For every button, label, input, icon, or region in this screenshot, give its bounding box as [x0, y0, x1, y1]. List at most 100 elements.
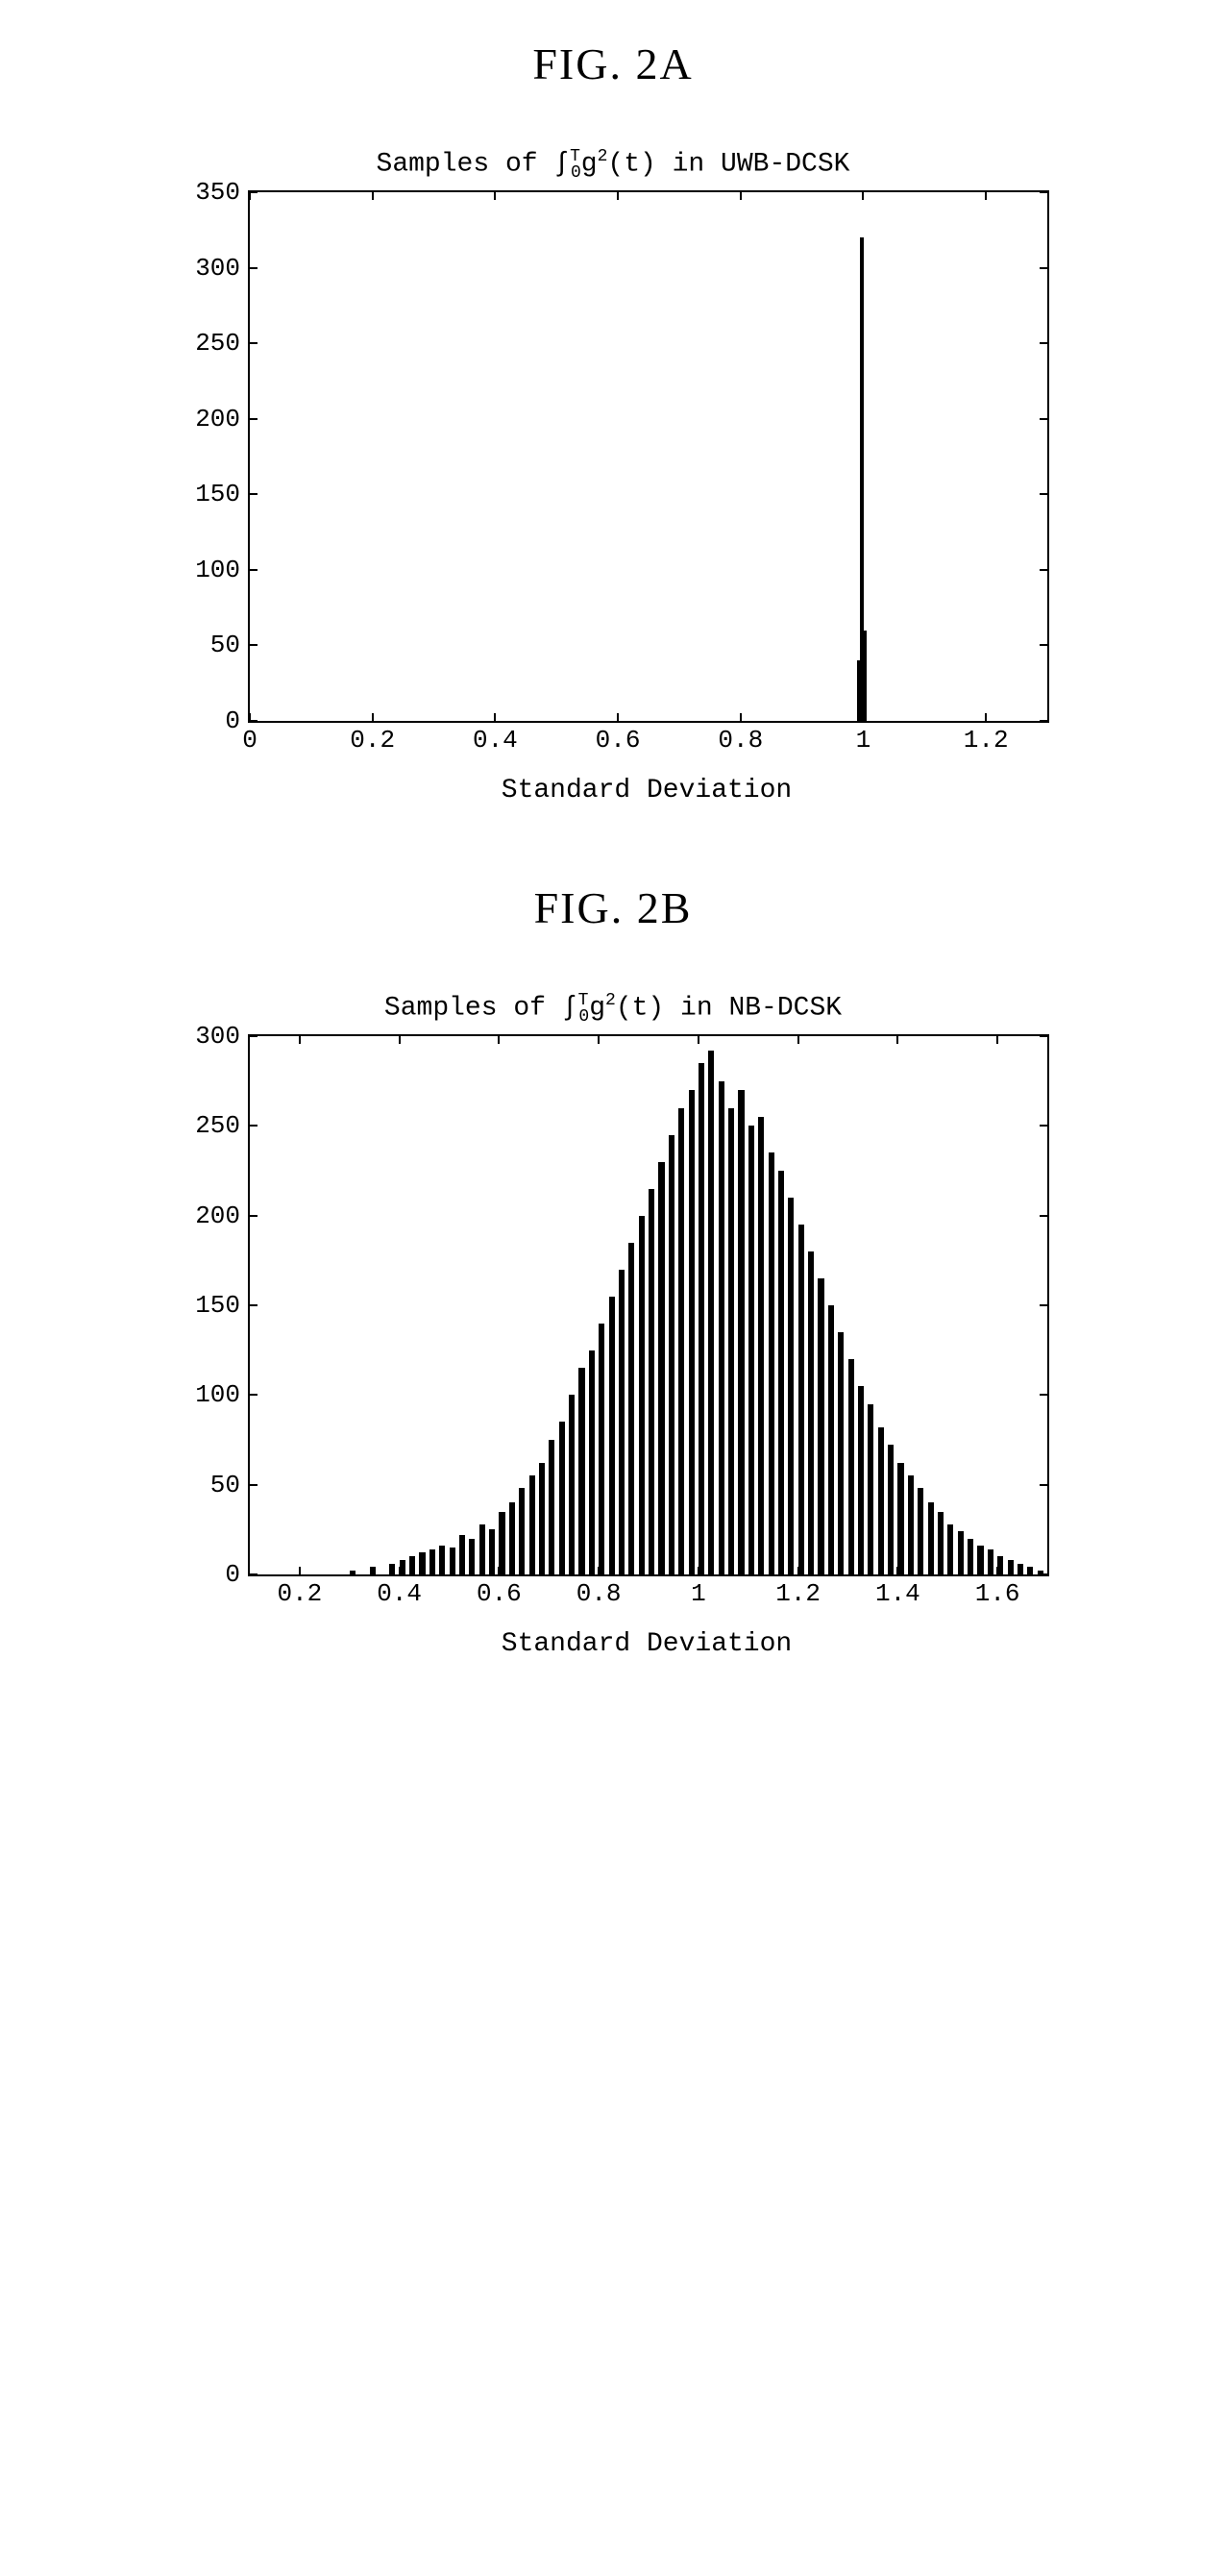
x-tick-label: 0.2 [350, 726, 395, 755]
chart-b-title: Samples of ∫T0g2(t) in NB-DCSK [181, 991, 1045, 1027]
histogram-bar [858, 1386, 864, 1574]
histogram-bar [678, 1108, 684, 1574]
y-tick-label: 150 [183, 480, 240, 508]
histogram-bar [529, 1475, 535, 1574]
x-tick-label: 0 [242, 726, 257, 755]
y-tick-mark [250, 493, 257, 495]
y-tick-mark [250, 1394, 257, 1396]
x-tick-mark [862, 713, 864, 721]
y-tick-mark [250, 569, 257, 571]
x-tick-mark [249, 192, 251, 200]
chart-a-container: Samples of ∫T0g2(t) in UWB-DCSK 0 50 100 15… [181, 147, 1045, 805]
y-tick-mark [250, 191, 257, 193]
title-g-a: g [581, 149, 598, 179]
y-axis-b: 050100150200250300 [183, 1036, 240, 1574]
x-tick-label: 0.6 [477, 1579, 522, 1608]
title-sub-a: 0 [571, 163, 581, 183]
title-sub-b: 0 [578, 1007, 589, 1027]
histogram-bar [838, 1332, 844, 1574]
bars-b [250, 1036, 1047, 1574]
histogram-bar [748, 1126, 754, 1574]
histogram-bar [788, 1198, 794, 1574]
histogram-bar [864, 631, 867, 721]
x-tick-label: 0.6 [596, 726, 641, 755]
x-tick-mark [740, 713, 742, 721]
y-axis-a: 050100150200250300350 [183, 192, 240, 721]
x-tick-mark [299, 1567, 301, 1574]
histogram-bar [599, 1324, 604, 1574]
x-tick-label: 1.2 [964, 726, 1009, 755]
y-tick-mark [1040, 1394, 1047, 1396]
histogram-bar [947, 1524, 953, 1574]
y-tick-label: 0 [183, 706, 240, 735]
figure-label-b: FIG. 2B [19, 882, 1207, 933]
y-tick-mark [1040, 1215, 1047, 1217]
y-tick-label: 0 [183, 1560, 240, 1589]
x-tick-mark [494, 192, 496, 200]
histogram-bar [549, 1440, 554, 1574]
histogram-bar [639, 1216, 645, 1574]
x-tick-label: 0.8 [576, 1579, 622, 1608]
x-tick-mark [494, 713, 496, 721]
histogram-bar [897, 1463, 903, 1574]
histogram-bar [798, 1225, 804, 1574]
histogram-bar [738, 1090, 744, 1574]
histogram-bar [708, 1051, 714, 1574]
histogram-bar [559, 1422, 565, 1574]
histogram-bar [848, 1359, 854, 1574]
y-tick-label: 100 [183, 1380, 240, 1409]
x-tick-label: 1 [691, 1579, 706, 1608]
x-tick-mark [498, 1567, 500, 1574]
x-tick-mark [399, 1567, 401, 1574]
x-label-b: Standard Deviation [248, 1629, 1045, 1659]
y-tick-label: 50 [183, 1471, 240, 1499]
histogram-bar [619, 1270, 625, 1574]
y-tick-mark [1040, 644, 1047, 646]
y-tick-mark [1040, 1573, 1047, 1575]
y-tick-label: 300 [183, 1022, 240, 1051]
y-tick-mark [250, 267, 257, 269]
y-tick-mark [250, 1304, 257, 1306]
title-gsup-a: 2 [598, 147, 608, 166]
y-tick-mark [1040, 720, 1047, 722]
histogram-bar [350, 1571, 356, 1574]
histogram-bar [409, 1556, 415, 1574]
y-tick-label: 250 [183, 329, 240, 358]
y-tick-label: 250 [183, 1111, 240, 1140]
x-tick-label: 0.8 [718, 726, 763, 755]
x-tick-mark [797, 1567, 799, 1574]
x-tick-mark [896, 1036, 898, 1044]
title-gsup-b: 2 [605, 991, 616, 1010]
chart-a-title: Samples of ∫T0g2(t) in UWB-DCSK [181, 147, 1045, 183]
histogram-bar [808, 1251, 814, 1574]
bars-a [250, 192, 1047, 721]
y-tick-mark [250, 1573, 257, 1575]
x-tick-mark [862, 192, 864, 200]
histogram-bar [1027, 1567, 1033, 1573]
histogram-bar [888, 1445, 894, 1573]
y-tick-mark [250, 720, 257, 722]
y-tick-mark [1040, 267, 1047, 269]
histogram-bar [1008, 1560, 1014, 1574]
x-axis-a: 00.20.40.60.811.2 [250, 726, 1047, 764]
y-tick-mark [250, 1484, 257, 1486]
histogram-bar [958, 1531, 964, 1574]
x-tick-label: 1.6 [975, 1579, 1020, 1608]
plot-area-b: 050100150200250300 0.20.40.60.811.21.41.… [248, 1034, 1049, 1576]
y-tick-label: 100 [183, 556, 240, 584]
histogram-bar [719, 1081, 724, 1574]
histogram-bar [699, 1063, 704, 1574]
title-integral-a: ∫ [553, 149, 570, 179]
histogram-bar [828, 1305, 834, 1574]
y-tick-mark [1040, 1484, 1047, 1486]
y-tick-label: 200 [183, 1201, 240, 1230]
histogram-bar [509, 1502, 515, 1574]
histogram-bar [938, 1512, 944, 1574]
histogram-bar [868, 1404, 873, 1574]
y-tick-mark [250, 1215, 257, 1217]
histogram-bar [628, 1243, 634, 1574]
y-tick-label: 50 [183, 631, 240, 659]
y-tick-mark [1040, 1035, 1047, 1037]
x-tick-mark [372, 192, 374, 200]
histogram-bar [589, 1350, 595, 1574]
